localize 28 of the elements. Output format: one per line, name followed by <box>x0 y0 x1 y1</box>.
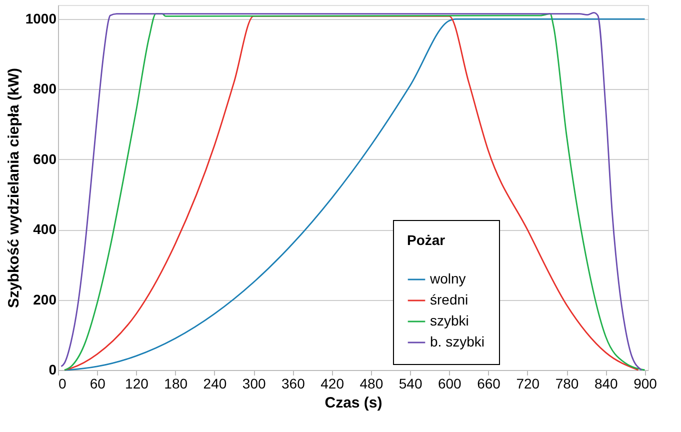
x-tick-label: 180 <box>164 376 188 392</box>
x-tick-label: 60 <box>90 376 106 392</box>
x-tick-label: 840 <box>594 376 618 392</box>
legend-label: szybki <box>430 312 469 328</box>
legend-label: b. szybki <box>430 334 484 350</box>
x-tick-label: 660 <box>477 376 501 392</box>
y-tick-label: 400 <box>33 221 57 238</box>
x-tick-label: 120 <box>125 376 149 392</box>
x-tick-label: 480 <box>360 376 384 392</box>
x-tick-label: 540 <box>398 376 422 392</box>
legend-label: wolny <box>429 270 466 286</box>
x-tick-label: 420 <box>320 376 344 392</box>
y-axis-title: Szybkość wydzielania ciepła (kW) <box>5 68 22 308</box>
x-tick-label: 600 <box>438 376 462 392</box>
legend-label: średni <box>430 292 468 308</box>
y-tick-label: 600 <box>33 150 57 167</box>
y-tick-label: 800 <box>33 80 57 97</box>
y-tick-label: 1000 <box>25 10 57 27</box>
x-tick-label: 300 <box>242 376 266 392</box>
x-tick-label: 240 <box>203 376 227 392</box>
x-tick-label: 360 <box>282 376 306 392</box>
x-tick-label: 780 <box>555 376 579 392</box>
x-axis-title: Czas (s) <box>324 394 382 412</box>
legend-title: Pożar <box>407 232 446 248</box>
x-tick-label: 720 <box>516 376 540 392</box>
y-tick-label: 200 <box>33 291 57 308</box>
x-tick-label: 900 <box>634 376 658 392</box>
y-tick-label: 0 <box>48 362 57 378</box>
